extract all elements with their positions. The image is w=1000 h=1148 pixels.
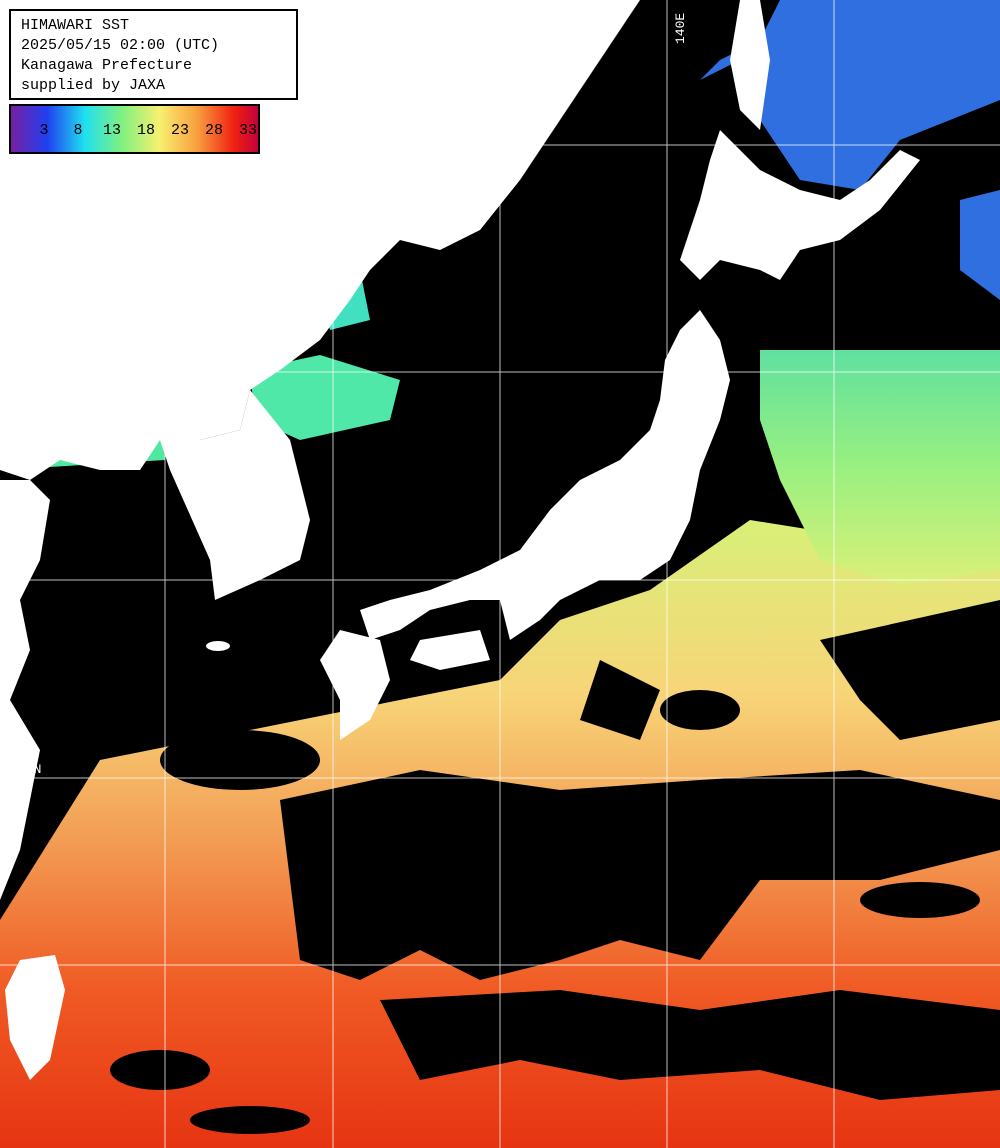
header-line: Kanagawa Prefecture [21,57,192,74]
colorbar-tick-label: 28 [205,122,223,139]
colorbar-tick-label: 18 [137,122,155,139]
lon-label: 140E [673,13,688,44]
colorbar-tick-label: 3 [39,122,48,139]
lat-label: 30N [18,762,41,777]
header-line: 2025/05/15 02:00 (UTC) [21,37,219,54]
colorbar-tick-label: 33 [239,122,257,139]
colorbar-ticks: 3 8 13 18 23 28 33 [39,122,257,139]
colorbar [9,104,260,154]
header-box [9,9,298,100]
header-line: supplied by JAXA [21,77,165,94]
colorbar-tick-label: 13 [103,122,121,139]
colorbar-tick-label: 23 [171,122,189,139]
header-line: HIMAWARI SST [21,17,129,34]
colorbar-tick-label: 8 [73,122,82,139]
lat-label: 40N [14,356,37,371]
